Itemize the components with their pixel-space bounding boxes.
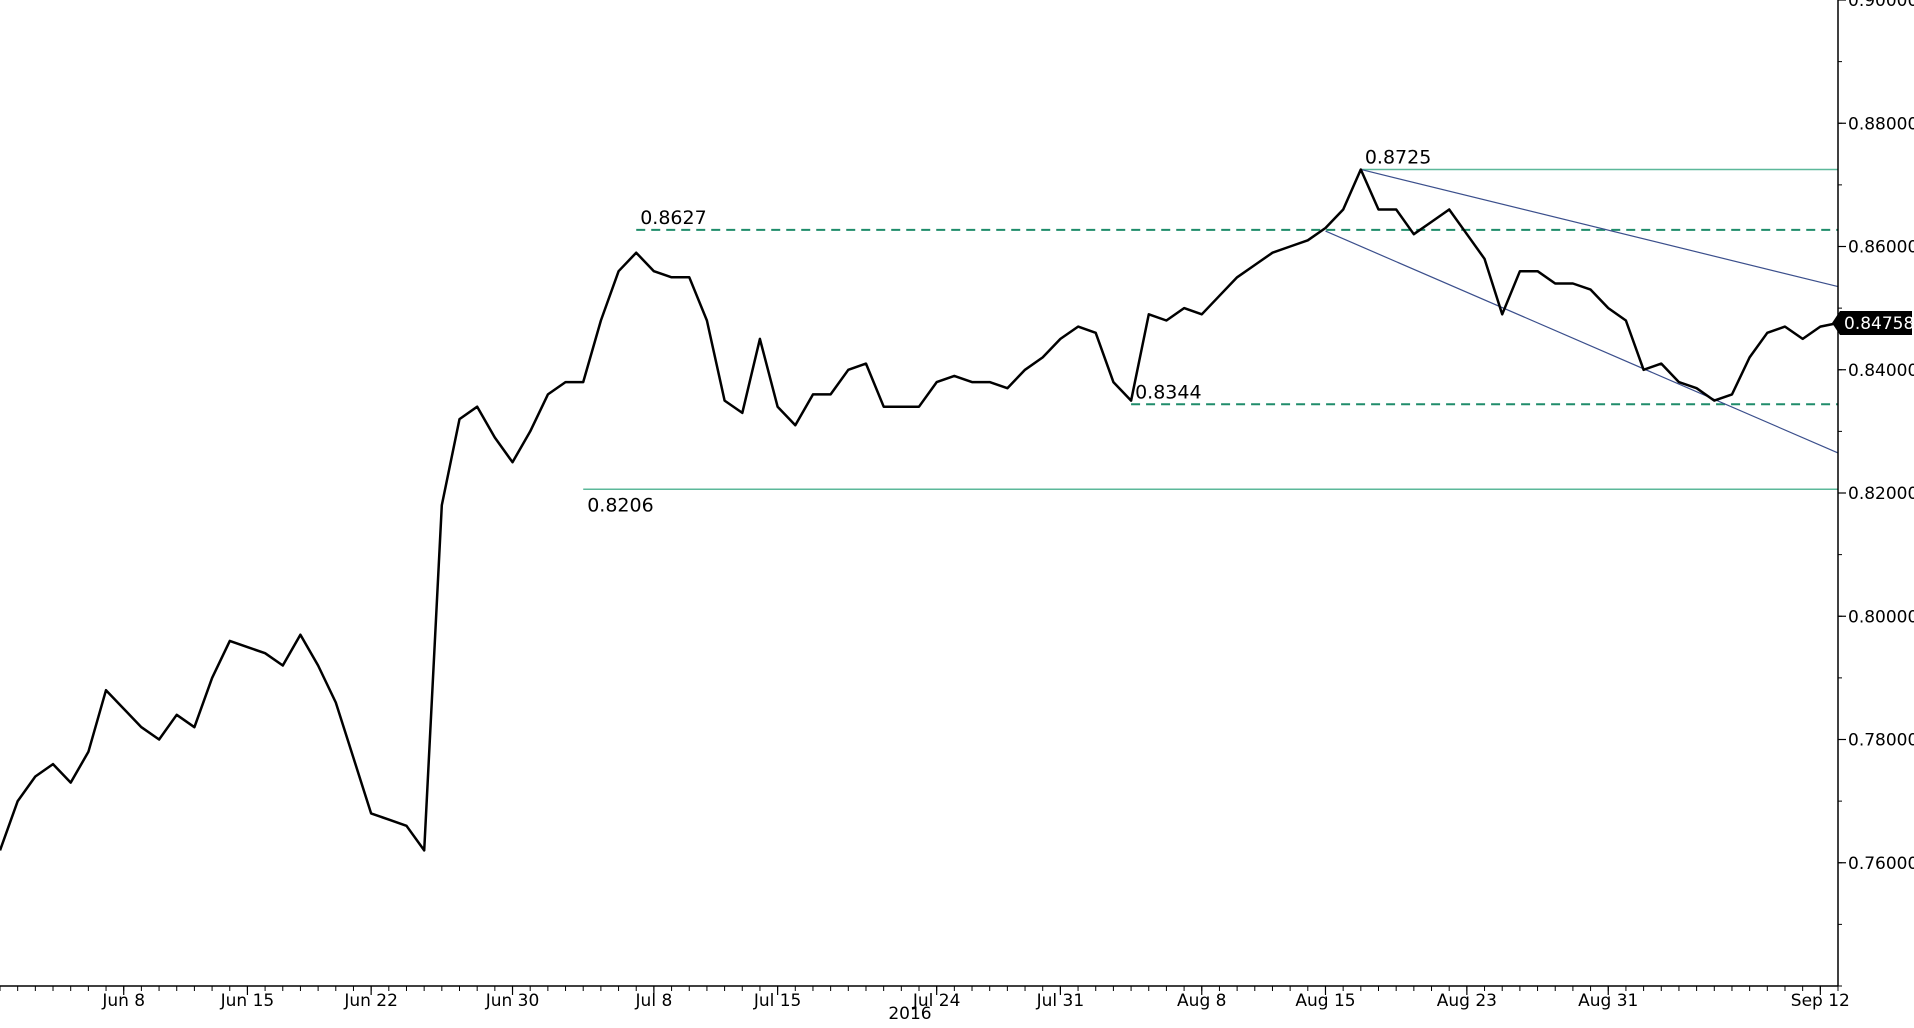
y-tick-label-3: 0.82000 xyxy=(1848,484,1914,504)
price-series xyxy=(0,168,1839,852)
y-tick-label-6: 0.88000 xyxy=(1848,114,1914,134)
level-label-1: 0.8627 xyxy=(640,207,706,229)
last-value-badge: 0.84758 xyxy=(1832,311,1914,336)
y-tick-label-1: 0.78000 xyxy=(1848,731,1914,751)
x-tick-label-9: Aug 15 xyxy=(1295,991,1355,1011)
price-line-0 xyxy=(0,168,1839,852)
level-label-3: 0.8206 xyxy=(587,494,653,516)
x-tick-label-3: Jun 30 xyxy=(485,991,540,1011)
last-value-label: 0.84758 xyxy=(1844,314,1914,334)
x-tick-label-7: Jul 31 xyxy=(1036,991,1085,1011)
year-label: 2016 xyxy=(888,1004,931,1024)
y-tick-label-0: 0.76000 xyxy=(1848,854,1914,874)
y-tick-label-5: 0.86000 xyxy=(1848,238,1914,258)
horizontal-levels xyxy=(583,168,1838,491)
channel-lines xyxy=(1325,168,1839,454)
channel-line-0 xyxy=(1360,168,1839,288)
level-labels: 0.8725 0.8627 0.8344 0.8206 xyxy=(587,146,1431,516)
y-axis: 0.76000 0.78000 0.80000 0.82000 0.84000 0.860… xyxy=(1837,0,1914,987)
x-axis: 2016 Jun 8 Jun 15 Jun 22 Jun 30 Jul 8 Jul 15 J… xyxy=(0,985,1850,1024)
x-tick-label-5: Jul 15 xyxy=(753,991,802,1011)
x-tick-label-2: Jun 22 xyxy=(343,991,398,1011)
channel-line-1 xyxy=(1325,230,1839,454)
x-tick-label-8: Aug 8 xyxy=(1177,991,1226,1011)
x-tick-label-10: Aug 23 xyxy=(1437,991,1497,1011)
y-tick-label-2: 0.80000 xyxy=(1848,607,1914,627)
level-label-0: 0.8725 xyxy=(1365,146,1431,168)
x-tick-label-1: Jun 15 xyxy=(220,991,275,1011)
x-tick-label-4: Jul 8 xyxy=(635,991,673,1011)
x-tick-label-6: Jul 24 xyxy=(912,991,961,1011)
level-label-2: 0.8344 xyxy=(1135,381,1201,403)
y-tick-label-7: 0.90000 xyxy=(1848,0,1914,11)
y-tick-label-4: 0.84000 xyxy=(1848,361,1914,381)
x-tick-label-12: Sep 12 xyxy=(1791,991,1850,1011)
last-value-badge-bg xyxy=(1832,311,1912,336)
x-tick-label-0: Jun 8 xyxy=(101,991,145,1011)
x-tick-label-11: Aug 31 xyxy=(1578,991,1638,1011)
